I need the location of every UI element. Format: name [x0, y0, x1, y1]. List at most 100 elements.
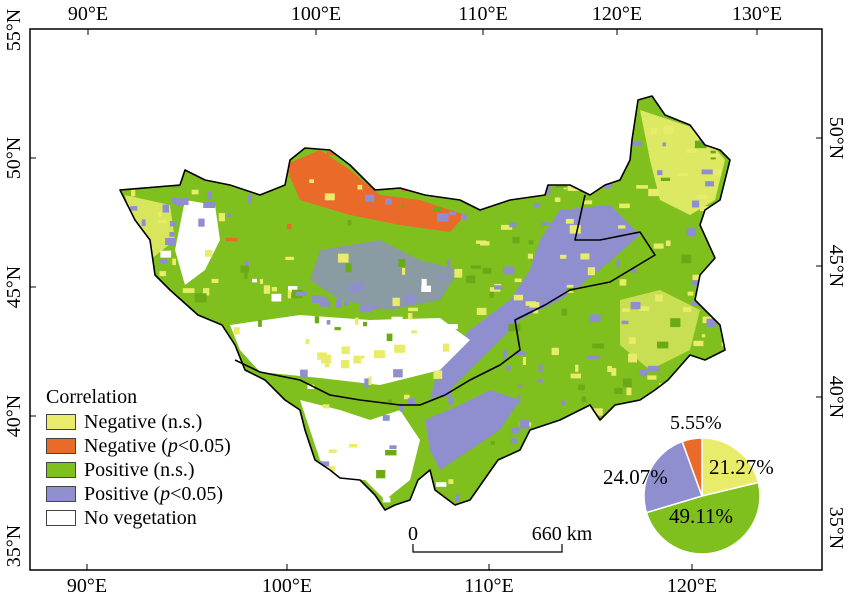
- legend-label: Negative (p<0.05): [84, 434, 231, 457]
- map-speckle: [630, 302, 641, 310]
- legend-label: Positive (p<0.05): [84, 482, 224, 505]
- map-speckle: [438, 275, 446, 279]
- legend-item-no-vegetation: No vegetation: [46, 506, 231, 530]
- scale-bar-start-label: 0: [408, 523, 418, 545]
- map-speckle: [287, 290, 291, 299]
- map-speckle: [165, 237, 176, 246]
- map-speckle: [705, 181, 714, 187]
- map-speckle: [442, 343, 450, 352]
- map-speckle: [393, 369, 403, 378]
- map-speckle: [448, 398, 454, 405]
- map-speckle: [130, 206, 138, 211]
- map-speckle: [309, 179, 314, 183]
- map-speckle: [141, 219, 146, 227]
- map-speckle: [344, 198, 353, 206]
- map-speckle: [307, 384, 315, 389]
- legend-title: Correlation: [46, 386, 138, 408]
- map-speckle: [494, 285, 503, 290]
- legend-label: Positive (n.s.): [84, 458, 195, 481]
- map-speckle: [194, 293, 207, 303]
- map-speckle: [183, 197, 189, 206]
- map-speckle: [433, 370, 443, 379]
- legend-item-negative-significant: Negative (p<0.05): [46, 434, 231, 458]
- map-speckle: [411, 330, 418, 334]
- map-speckle: [653, 243, 664, 249]
- map-speckle: [421, 278, 427, 288]
- pie-slice: [645, 481, 761, 555]
- legend: Correlation Negative (n.s.) Negative (p<…: [46, 384, 231, 530]
- map-speckle: [589, 314, 601, 323]
- map-speckle: [198, 218, 205, 227]
- map-speckle: [476, 307, 487, 315]
- map-speckle: [567, 184, 580, 191]
- map-speckle: [267, 369, 276, 374]
- map-speckle: [713, 169, 722, 176]
- map-speckle: [517, 309, 526, 317]
- map-speckle: [517, 395, 521, 405]
- legend-swatch: [46, 414, 76, 430]
- map-speckle: [692, 280, 699, 285]
- map-speckle: [258, 319, 262, 327]
- map-speckle: [701, 169, 713, 175]
- map-speckle: [539, 265, 550, 273]
- map-speckle: [286, 224, 292, 230]
- map-speckle: [538, 280, 550, 289]
- map-speckle: [482, 267, 492, 274]
- map-speckle: [511, 427, 520, 434]
- map-speckle: [385, 198, 392, 205]
- map-speckle: [385, 449, 397, 456]
- map-speckle: [158, 211, 162, 217]
- map-speckle: [681, 254, 692, 264]
- map-speckle: [207, 191, 212, 200]
- map-speckle: [618, 225, 626, 229]
- map-speckle: [647, 375, 657, 380]
- pie-slice: [681, 437, 703, 497]
- map-speckle: [619, 203, 630, 209]
- map-speckle: [368, 376, 372, 385]
- map-speckle: [288, 286, 298, 293]
- map-speckle: [169, 221, 177, 227]
- lat-label-right: 45°N: [825, 245, 847, 287]
- map-speckle: [319, 296, 328, 301]
- map-speckle: [399, 403, 404, 412]
- map-speckle: [570, 373, 581, 379]
- map-speckle: [636, 185, 648, 189]
- map-speckle: [527, 253, 533, 259]
- map-speckle: [252, 278, 258, 283]
- map-speckle: [335, 299, 342, 308]
- map-speckle: [490, 441, 496, 445]
- map-speckle: [622, 378, 632, 388]
- map-speckle: [503, 350, 507, 359]
- map-speckle: [182, 288, 195, 293]
- pie-label-positive-significant: 24.07%: [603, 465, 668, 489]
- map-speckle: [560, 254, 567, 259]
- map-speckle: [328, 449, 337, 453]
- map-speckle: [386, 333, 393, 342]
- map-speckle: [203, 201, 215, 208]
- map-speckle: [131, 188, 136, 197]
- map-speckle: [357, 184, 363, 193]
- map-patch: [230, 315, 470, 385]
- map-speckle: [321, 354, 332, 364]
- map-speckle: [249, 333, 256, 340]
- lat-label-right: 35°N: [825, 507, 847, 549]
- map-speckle: [446, 259, 451, 268]
- map-speckle: [694, 140, 707, 149]
- map-speckle: [349, 444, 358, 448]
- map-speckle: [589, 241, 597, 249]
- map-speckle: [560, 246, 571, 253]
- map-speckle: [662, 142, 666, 147]
- map-speckle: [503, 266, 515, 275]
- map-speckle: [515, 351, 526, 356]
- map-speckle: [551, 347, 559, 356]
- map-speckle: [576, 249, 585, 254]
- map-speckle: [657, 341, 669, 349]
- map-speckle: [519, 419, 530, 429]
- map-speckle: [314, 316, 320, 324]
- map-speckle: [359, 304, 372, 313]
- map-speckle: [696, 194, 708, 200]
- map-speckle: [407, 313, 413, 320]
- map-speckle: [489, 291, 494, 298]
- map-speckle: [561, 400, 565, 406]
- scale-bar: 0 660 km: [408, 523, 593, 553]
